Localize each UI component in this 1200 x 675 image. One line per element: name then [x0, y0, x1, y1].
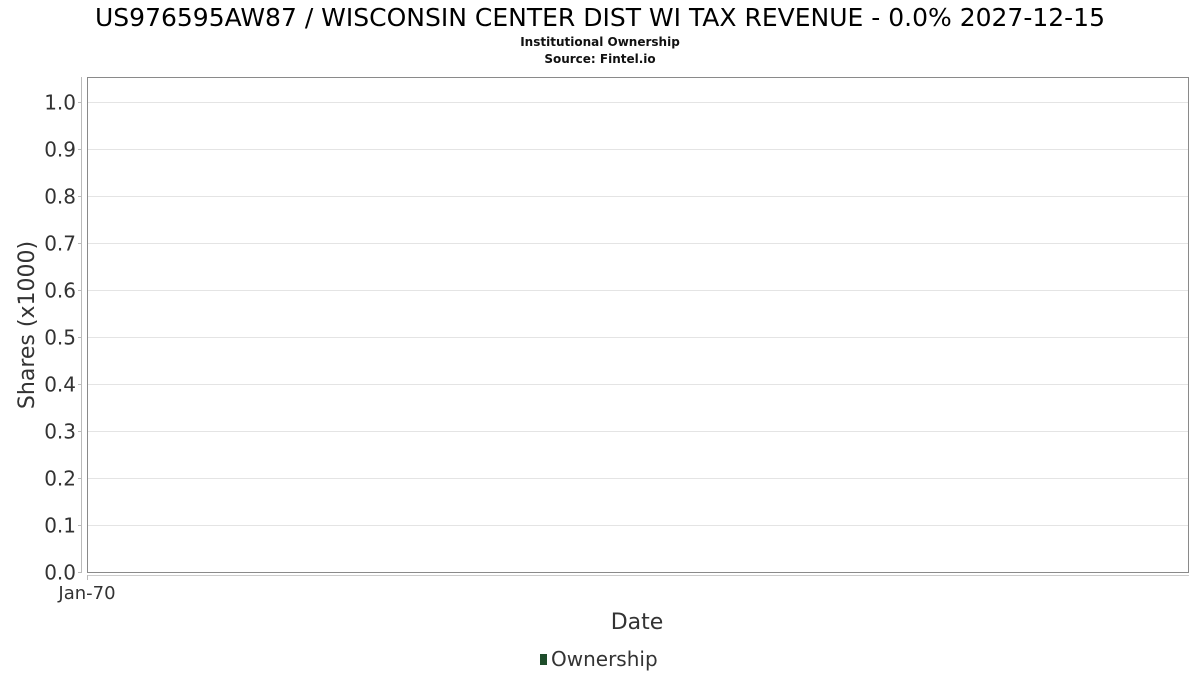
y-tick-label: 0.2 — [44, 467, 76, 491]
chart-subtitle: Institutional Ownership — [520, 35, 680, 49]
x-tick-label: Jan-70 — [57, 583, 115, 604]
y-tick-label: 0.4 — [44, 373, 76, 397]
chart-source: Source: Fintel.io — [544, 52, 656, 66]
gridlines — [88, 102, 1188, 526]
y-tick-label: 0.5 — [44, 326, 76, 350]
y-tick-labels: 0.0 0.1 0.2 0.3 0.4 0.5 0.6 0.7 0.8 0.9 1.0 — [44, 91, 82, 585]
legend-swatch-ownership — [540, 653, 547, 665]
legend-label-ownership: Ownership — [551, 647, 658, 671]
y-tick-label: 0.9 — [44, 138, 76, 162]
plot-frame — [87, 77, 1189, 573]
y-tick-label: 0.3 — [44, 420, 76, 444]
y-tick-label: 0.6 — [44, 279, 76, 303]
legend: Ownership — [540, 646, 658, 672]
y-tick-label: 0.1 — [44, 514, 76, 538]
y-tick-label: 0.0 — [44, 561, 76, 585]
chart-title: US976595AW87 / WISCONSIN CENTER DIST WI … — [95, 3, 1105, 32]
x-axis-label: Date — [611, 610, 664, 635]
y-tick-label: 0.7 — [44, 232, 76, 256]
x-tick-labels: Jan-70 — [57, 575, 116, 604]
y-tick-label: 0.8 — [44, 185, 76, 209]
y-tick-label: 1.0 — [44, 91, 76, 115]
y-axis-label: Shares (x1000) — [15, 241, 40, 409]
